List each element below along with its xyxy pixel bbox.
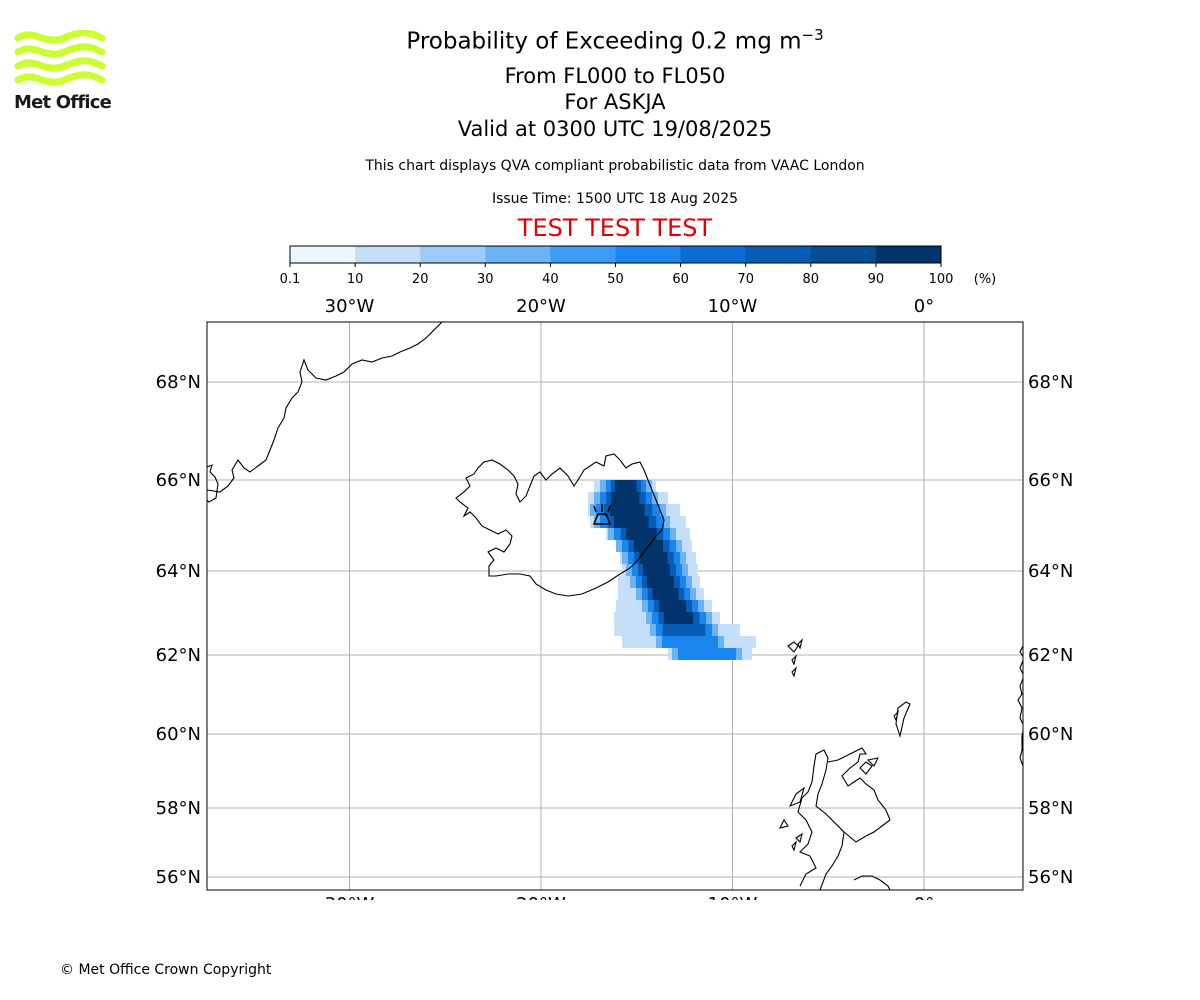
coastline-scotland [778, 747, 891, 890]
colorbar-tick-label: 10 [347, 272, 364, 287]
colorbar-cell [680, 246, 747, 263]
copyright-notice: © Met Office Crown Copyright [60, 962, 272, 978]
map-background [207, 322, 1023, 890]
colorbar-tick-label: 20 [412, 272, 429, 287]
lat-label-right: 68°N [1028, 372, 1073, 393]
colorbar-cell [420, 246, 486, 263]
volcano-icon [592, 504, 612, 525]
plume-cell [662, 636, 718, 648]
lat-label-left: 60°N [156, 724, 201, 745]
colorbar-tick-label: 50 [607, 272, 624, 287]
flight-level-range: From FL000 to FL050 [504, 64, 726, 88]
coastline-iceland [455, 453, 665, 597]
plume-cell [611, 492, 640, 504]
lat-label-right: 62°N [1028, 645, 1073, 666]
lat-label-left: 56°N [156, 867, 201, 888]
map-frame [206, 321, 1024, 891]
volcano-name: For ASKJA [564, 90, 666, 114]
plume-cell [652, 588, 679, 600]
colorbar-cell [355, 246, 421, 263]
colorbar: 0.1 10 20 30 40 50 60 70 80 90 100 (%) [280, 245, 997, 287]
plume-cell [614, 516, 649, 528]
colorbar-cell [290, 246, 356, 263]
plume-cell [639, 552, 668, 564]
plume-cell [678, 648, 736, 660]
lon-label-top: 10°W [708, 296, 758, 317]
lat-label-right: 58°N [1028, 798, 1073, 819]
map: 30°W 30°W 20°W 20°W 10°W 10°W 0° 0° 68°N 68°N 66°N… [156, 296, 1074, 900]
lon-label-bottom: 10°W [708, 894, 758, 900]
plume-cell [610, 504, 645, 516]
plume-cell [663, 612, 694, 624]
colorbar-tick-label: 0.1 [280, 272, 301, 287]
lat-label-right: 56°N [1028, 867, 1073, 888]
plume-cell [659, 600, 686, 612]
plume-cell [626, 528, 657, 540]
colorbar-tick-label: 100 [929, 272, 954, 287]
plume-cell [647, 576, 674, 588]
plume-cell [643, 564, 670, 576]
lon-label-top: 30°W [325, 296, 375, 317]
met-office-logo-waves [14, 30, 106, 86]
plume-cell [614, 480, 637, 492]
lat-label-right: 66°N [1028, 470, 1073, 491]
colorbar-tick-label: 60 [672, 272, 689, 287]
colorbar-cell [615, 246, 682, 263]
test-banner: TEST TEST TEST [517, 214, 713, 242]
colorbar-tick-label: 90 [868, 272, 885, 287]
lat-label-left: 64°N [156, 561, 201, 582]
colorbar-cell [485, 246, 551, 263]
lat-label-right: 60°N [1028, 724, 1073, 745]
colorbar-unit: (%) [974, 272, 997, 287]
coastline-orkney [859, 757, 879, 775]
colorbar-tick-label: 40 [542, 272, 559, 287]
coastline-greenland [207, 322, 443, 503]
colorbar-cell [875, 246, 942, 263]
coastline-faroes [787, 638, 804, 678]
lon-label-top: 20°W [516, 296, 566, 317]
title-text: Probability of Exceeding 0.2 mg m [406, 28, 802, 55]
lon-label-bottom: 0° [914, 894, 934, 900]
lat-label-left: 66°N [156, 470, 201, 491]
colorbar-cell [810, 246, 877, 263]
chart-title: Probability of Exceeding 0.2 mg m−3 [0, 26, 1200, 55]
plume-cell [662, 624, 706, 636]
lon-label-bottom: 30°W [325, 894, 375, 900]
colorbar-tick-label: 70 [737, 272, 754, 287]
lon-label-bottom: 20°W [516, 894, 566, 900]
lat-label-left: 62°N [156, 645, 201, 666]
coastlines [207, 322, 1023, 890]
issue-time: Issue Time: 1500 UTC 18 Aug 2025 [491, 191, 739, 207]
lat-label-left: 68°N [156, 372, 201, 393]
valid-time: Valid at 0300 UTC 19/08/2025 [457, 117, 773, 141]
colorbar-tick-label: 30 [477, 272, 494, 287]
colorbar-cell [550, 246, 616, 263]
met-office-logo-text: Met Office [14, 92, 112, 113]
lon-label-top: 0° [914, 296, 934, 317]
title-exponent: −3 [801, 26, 824, 44]
chart-description: This chart displays QVA compliant probab… [365, 158, 865, 174]
volcano-marker [592, 504, 612, 525]
coastline-shetland [893, 701, 911, 739]
lat-label-right: 64°N [1028, 561, 1073, 582]
colorbar-tick-label: 80 [803, 272, 820, 287]
lat-label-left: 58°N [156, 798, 201, 819]
colorbar-cell [745, 246, 812, 263]
